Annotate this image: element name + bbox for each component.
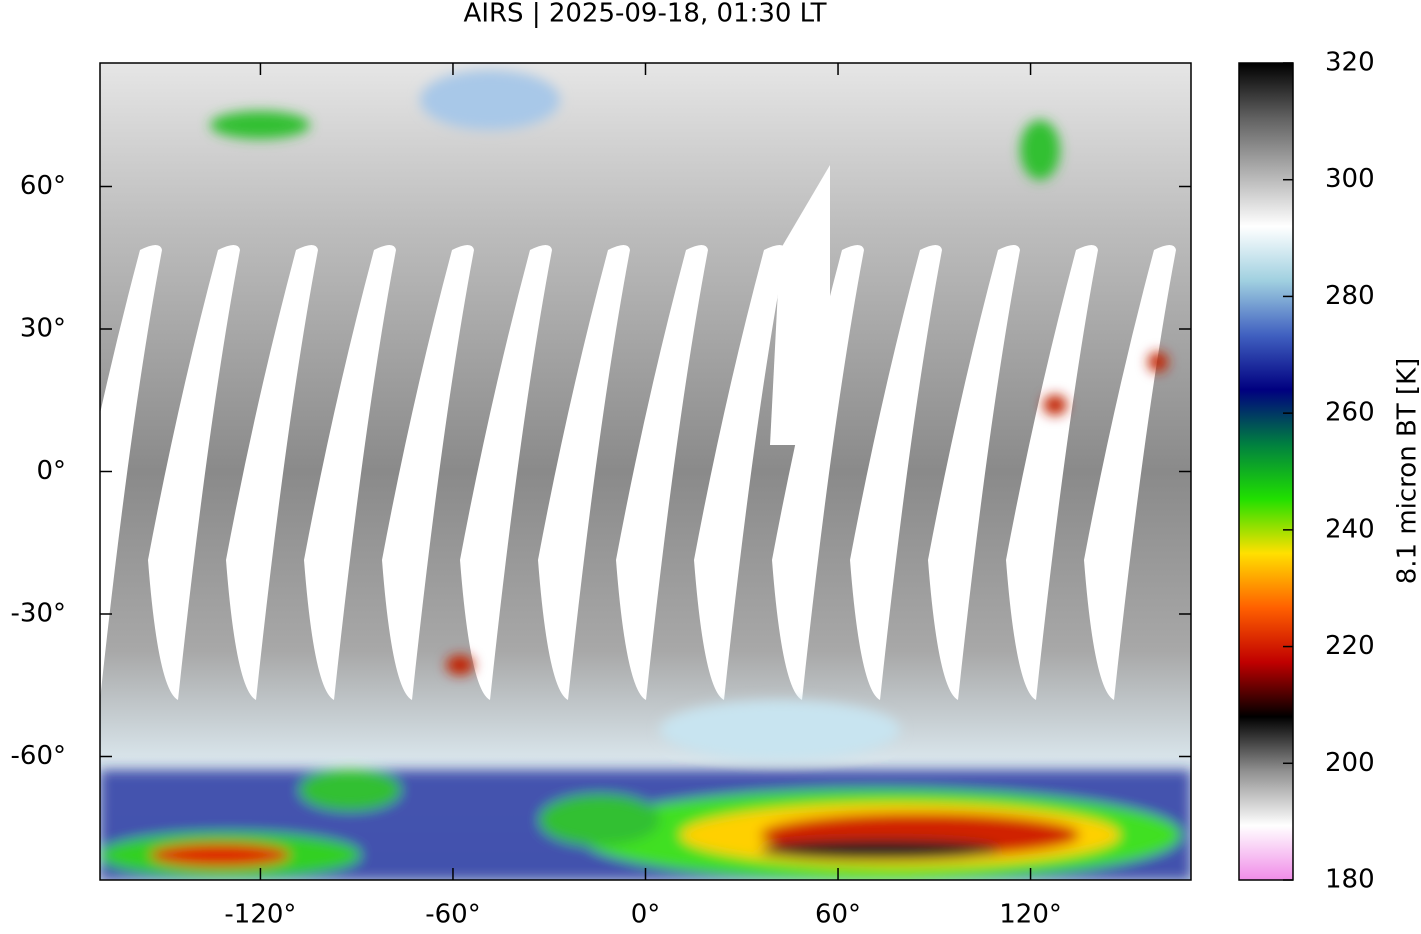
map-image — [70, 63, 1191, 880]
y-tick-label: 0° — [36, 456, 66, 486]
colorbar-tick-label: 300 — [1325, 164, 1375, 194]
colorbar-tick-label: 180 — [1325, 865, 1375, 895]
x-tick-label: -120° — [224, 900, 296, 930]
colorbar-tick-label: 260 — [1325, 398, 1375, 428]
y-tick-label: 30° — [20, 314, 66, 344]
colorbar-tick-label: 240 — [1325, 514, 1375, 544]
colorbar-tick-label: 320 — [1325, 48, 1375, 78]
colorbar — [1239, 63, 1293, 880]
colorbar-label: 8.1 micron BT [K] — [1393, 358, 1421, 585]
x-tick-label: 0° — [631, 900, 661, 930]
colorbar-tick-label: 280 — [1325, 281, 1375, 311]
colorbar-tick-label: 220 — [1325, 631, 1375, 661]
y-tick-label: -60° — [11, 741, 66, 771]
map-title: AIRS | 2025-09-18, 01:30 LT — [464, 0, 827, 29]
x-tick-label: -60° — [425, 900, 480, 930]
colorbar-tick-label: 200 — [1325, 748, 1375, 778]
x-tick-label: 120° — [999, 900, 1062, 930]
y-tick-label: 60° — [20, 171, 66, 201]
y-tick-label: -30° — [11, 599, 66, 629]
x-tick-label: 60° — [815, 900, 861, 930]
